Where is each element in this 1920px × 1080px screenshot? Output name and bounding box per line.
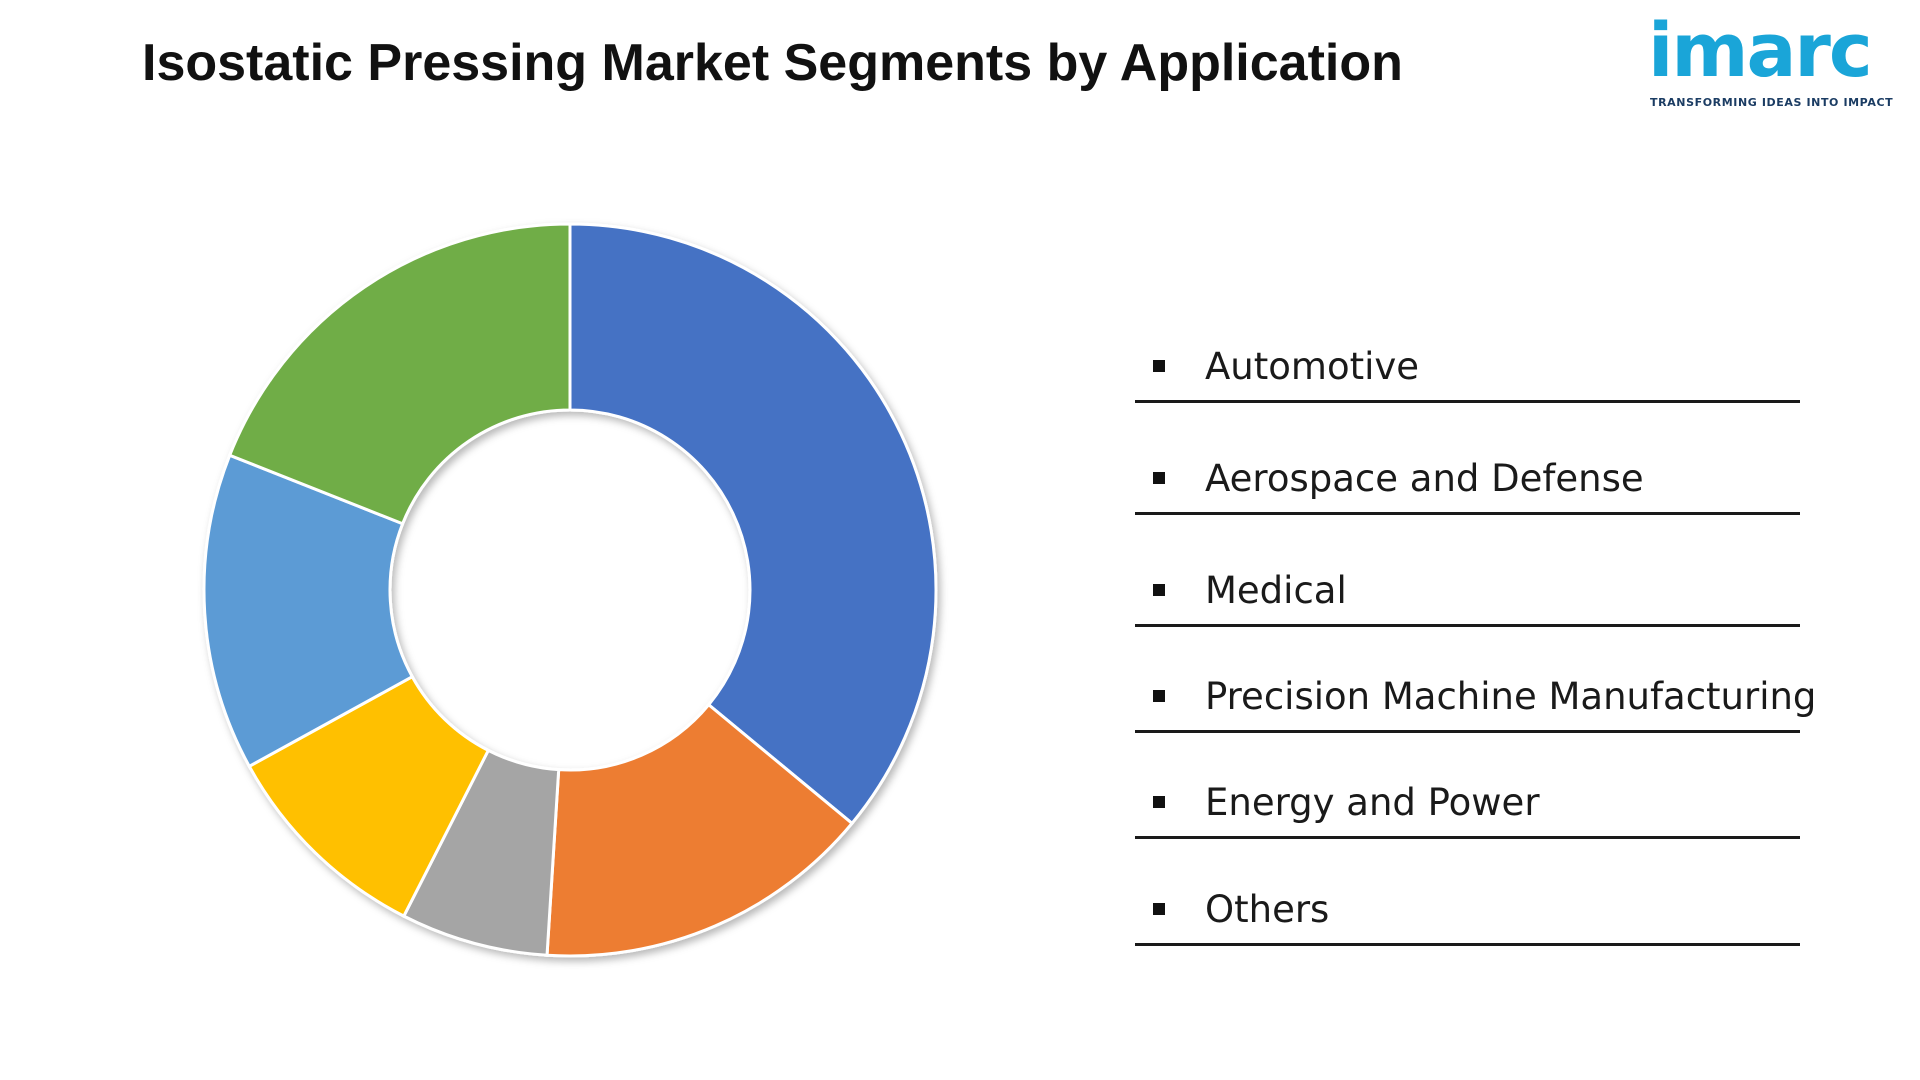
legend-item-medical: Medical [1135, 564, 1800, 627]
square-bullet-icon [1153, 584, 1165, 596]
square-bullet-icon [1153, 903, 1165, 915]
legend-item-automotive: Automotive [1135, 340, 1800, 403]
imarc-logo: imarc TRANSFORMING IDEAS INTO IMPACT [1640, 14, 1900, 110]
square-bullet-icon [1153, 472, 1165, 484]
legend-label: Precision Machine Manufacturing [1205, 675, 1817, 718]
legend-label: Others [1205, 888, 1330, 931]
donut-slice-aerospace-and-defense [545, 702, 855, 958]
donut-slice-automotive [568, 222, 938, 826]
legend-item-precision-machine-manufacturing: Precision Machine Manufacturing [1135, 670, 1816, 733]
square-bullet-icon [1153, 690, 1165, 702]
donut-slice-energy-and-power [202, 453, 415, 769]
donut-slices [202, 222, 938, 958]
legend-label: Medical [1205, 569, 1347, 612]
legend-label: Automotive [1205, 345, 1420, 388]
square-bullet-icon [1153, 360, 1165, 372]
chart-title: Isostatic Pressing Market Segments by Ap… [142, 34, 1403, 92]
legend-item-others: Others [1135, 883, 1800, 946]
legend-label: Energy and Power [1205, 781, 1540, 824]
logo-tagline: TRANSFORMING IDEAS INTO IMPACT [1650, 96, 1894, 109]
legend-label: Aerospace and Defense [1205, 457, 1644, 500]
donut-slice-others [227, 222, 572, 526]
logo-wordmark: imarc [1648, 8, 1873, 94]
donut-chart [202, 222, 938, 958]
square-bullet-icon [1153, 796, 1165, 808]
legend-item-aerospace-and-defense: Aerospace and Defense [1135, 452, 1800, 515]
legend-item-energy-and-power: Energy and Power [1135, 776, 1800, 839]
